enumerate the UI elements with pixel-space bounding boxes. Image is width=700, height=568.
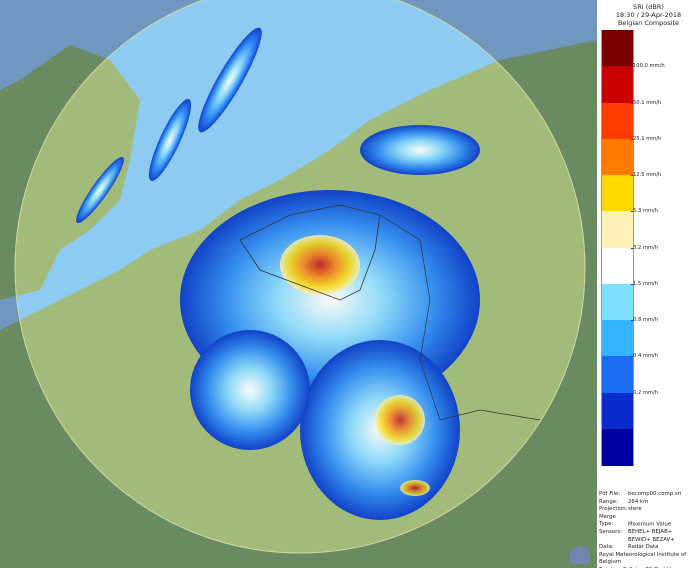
info-key: Range: [599, 498, 618, 505]
color-band [601, 175, 634, 212]
info-key: Data: [599, 544, 614, 551]
scale-label: 100.0 mm/h [633, 63, 665, 70]
legend-panel: SRI (dBR) 18:30 / 29-Apr-2018 Belgian Co… [597, 0, 700, 568]
rain-area [190, 330, 310, 450]
heavy-rain [400, 480, 430, 496]
scale-label: 5.3 mm/h [633, 208, 659, 215]
logo [570, 545, 590, 564]
info-row: Projection:stere [599, 506, 700, 514]
info-key: Projection: [599, 506, 628, 513]
color-band [601, 320, 634, 357]
scale-tick [631, 356, 633, 358]
info-value: BEHEL+ BEJAB+ [628, 528, 673, 535]
info-row: Merge Type: Maximum Value [599, 514, 700, 529]
legend-time: 18:30 / 29-Apr-2018 [615, 11, 682, 19]
color-band [601, 138, 634, 176]
scale-tick [631, 175, 633, 176]
scale-tick [631, 283, 633, 285]
info-key: Merge Type: [599, 513, 616, 528]
color-band [601, 283, 634, 321]
credit: Rainbow® Selex ES GmbH [599, 567, 700, 568]
info-row: Range: 264 km [599, 499, 700, 507]
color-band [601, 66, 634, 103]
info-value: Radar Data [628, 544, 659, 551]
color-band [601, 211, 634, 248]
scale-tick [631, 320, 633, 321]
scale-tick [631, 247, 633, 249]
rain-band [148, 98, 192, 182]
scale-tick [631, 392, 633, 394]
scale-label: 1.5 mm/h [633, 280, 659, 287]
scale-tick [631, 211, 633, 213]
info-row: BEWID+ BEZAV+ [599, 537, 700, 545]
info-key: Sensors: [599, 528, 623, 535]
scale-tick [631, 138, 633, 140]
heavy-rain [280, 235, 360, 295]
rain-band [76, 156, 124, 224]
scale-tick [631, 66, 633, 68]
border [379, 214, 541, 421]
color-band [601, 30, 634, 67]
info-value: stere [628, 506, 642, 513]
credit: Royal Meteorological Institute of Belgiu… [599, 551, 687, 566]
color-band [601, 428, 634, 466]
legend-product: Belgian Composite [617, 19, 680, 27]
scale-label: 0.2 mm/h [633, 389, 659, 396]
radar-map [0, 0, 597, 568]
metadata: Pdf File: becomp00.comp.sri Range: 264 km Pr… [599, 491, 700, 568]
scale-tick [631, 102, 633, 104]
info-row: Pdf File: becomp00.comp.sri [599, 491, 700, 499]
scale-label: 50.1 mm/h [633, 99, 662, 106]
scale-label: 12.5 mm/h [633, 172, 662, 178]
info-row: Sensors: BEHEL+ BEJAB+ [599, 529, 700, 537]
border [239, 204, 381, 301]
color-band [601, 356, 634, 393]
heavy-rain [375, 395, 425, 445]
info-value: Maximum Value [628, 521, 672, 528]
scale-label: 25.1 mm/h [633, 135, 662, 142]
scale-label: 0.8 mm/h [633, 317, 659, 323]
rain-band [198, 27, 262, 133]
range-ring [14, 0, 586, 554]
info-value: 264 km [628, 498, 649, 505]
info-key: Pdf File: [599, 491, 621, 497]
info-value: becomp00.comp.sri [628, 491, 682, 497]
scale-label: 3.2 mm/h [633, 244, 659, 251]
color-band [601, 392, 634, 430]
precipitation [76, 27, 480, 520]
info-row: Data: Radar Data [599, 544, 700, 552]
color-band [601, 102, 634, 140]
scale-label: 0.4 mm/h [633, 353, 659, 360]
rain-area [360, 125, 480, 175]
info-value: BEWID+ BEZAV+ [628, 536, 675, 543]
color-band [601, 247, 634, 285]
legend-title: SRI (dBR) [633, 3, 664, 11]
